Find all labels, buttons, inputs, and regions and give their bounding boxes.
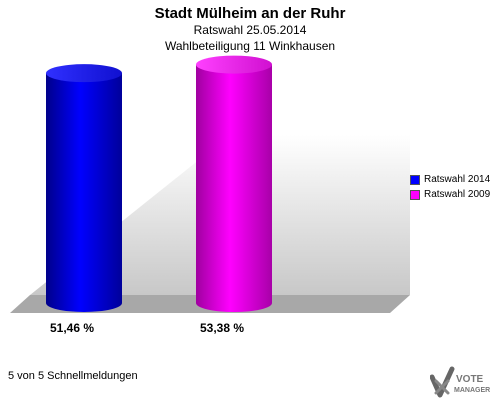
- bar-top-2009: [196, 55, 272, 74]
- logo-line2: MANAGER: [454, 387, 490, 394]
- value-label-2014: 51,46 %: [50, 321, 94, 335]
- chart-subtitle-date: Ratswahl 25.05.2014: [193, 23, 307, 37]
- legend-item-2009: Ratswahl 2009: [410, 187, 490, 202]
- chart-subtitle-district: Wahlbeteiligung 11 Winkhausen: [164, 39, 336, 53]
- legend-item-2014: Ratswahl 2014: [410, 172, 490, 187]
- footer-status: 5 von 5 Schnellmeldungen: [8, 370, 138, 382]
- legend-swatch-2009: [410, 189, 420, 200]
- chart-title: Stadt Mülheim an der Ruhr: [154, 5, 346, 22]
- legend-swatch-2014: [410, 174, 420, 185]
- bar-top-2014: [46, 64, 122, 83]
- chart-legend: Ratswahl 2014 Ratswahl 2009: [410, 172, 490, 202]
- legend-label-2014: Ratswahl 2014: [424, 174, 491, 185]
- bar-2014: [46, 64, 122, 312]
- legend-label-2009: Ratswahl 2009: [424, 189, 491, 200]
- check-cross-icon: [430, 366, 455, 398]
- value-label-2009: 53,38 %: [200, 321, 244, 335]
- logo-line1: VOTE: [456, 374, 484, 385]
- bar-body-2009: [196, 64, 272, 312]
- votemanager-logo: VOTE MANAGER: [430, 366, 490, 398]
- bar-body-2014: [46, 73, 122, 312]
- bar-2009: [196, 55, 272, 312]
